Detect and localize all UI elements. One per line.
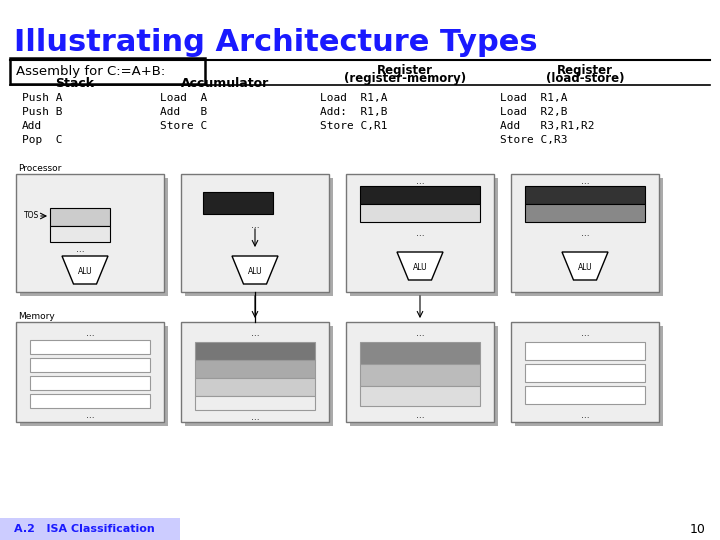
Text: ...: ... (86, 329, 94, 339)
Bar (195, 378, 315, 396)
Text: ...: ... (76, 245, 84, 253)
Text: Stack: Stack (55, 77, 94, 90)
Text: ...: ... (86, 410, 94, 420)
Text: TOS: TOS (24, 212, 40, 220)
Bar (360, 364, 480, 386)
Bar (195, 342, 315, 360)
Polygon shape (232, 256, 278, 284)
Text: ...: ... (581, 177, 589, 186)
Text: ...: ... (415, 329, 424, 339)
Bar (30, 340, 150, 354)
Bar (0, 518, 180, 540)
Bar (20, 178, 168, 296)
Bar (515, 178, 663, 296)
Bar (511, 174, 659, 292)
Bar (50, 226, 110, 242)
Bar (525, 204, 645, 222)
Text: Load  R2,B: Load R2,B (500, 107, 567, 117)
Text: ...: ... (581, 329, 589, 339)
Text: Add: Add (22, 121, 42, 131)
Bar (515, 326, 663, 426)
Text: Store C: Store C (160, 121, 207, 131)
Bar (195, 360, 315, 378)
Bar (346, 322, 494, 422)
Text: 10: 10 (690, 523, 706, 536)
Bar (30, 358, 150, 372)
Text: ...: ... (415, 410, 424, 420)
Text: Pop  C: Pop C (22, 135, 63, 145)
Bar (525, 342, 645, 360)
Bar (185, 178, 333, 296)
Text: ALU: ALU (248, 267, 262, 275)
Bar (511, 322, 659, 422)
Text: ...: ... (581, 410, 589, 420)
Text: (load-store): (load-store) (546, 72, 624, 85)
Polygon shape (397, 252, 443, 280)
Text: Register: Register (557, 64, 613, 77)
Bar (30, 376, 150, 390)
Bar (350, 326, 498, 426)
Text: ...: ... (415, 177, 424, 186)
Text: Store C,R1: Store C,R1 (320, 121, 387, 131)
Text: (register-memory): (register-memory) (344, 72, 466, 85)
Polygon shape (62, 256, 108, 284)
Bar (350, 178, 498, 296)
Bar (181, 174, 329, 292)
Bar (360, 342, 480, 364)
Text: Load  R1,A: Load R1,A (500, 93, 567, 103)
FancyBboxPatch shape (10, 58, 205, 84)
Bar (360, 204, 480, 222)
Text: Load  R1,A: Load R1,A (320, 93, 387, 103)
Bar (181, 322, 329, 422)
Text: Illustrating Architecture Types: Illustrating Architecture Types (14, 28, 538, 57)
Bar (16, 322, 164, 422)
Text: ...: ... (251, 329, 259, 339)
Bar (30, 394, 150, 408)
Text: Memory: Memory (18, 312, 55, 321)
Bar (360, 186, 480, 204)
Text: ...: ... (581, 230, 589, 239)
Bar (360, 386, 480, 406)
Text: ...: ... (415, 230, 424, 239)
Bar (525, 186, 645, 204)
Text: A.2   ISA Classification: A.2 ISA Classification (14, 524, 155, 534)
Text: Accumulator: Accumulator (181, 77, 269, 90)
Text: Processor: Processor (18, 164, 61, 173)
Text: Add:  R1,B: Add: R1,B (320, 107, 387, 117)
Text: Add   B: Add B (160, 107, 207, 117)
Text: ...: ... (251, 413, 259, 422)
Text: Store C,R3: Store C,R3 (500, 135, 567, 145)
Bar (525, 386, 645, 404)
Text: ALU: ALU (413, 262, 427, 272)
Bar (20, 326, 168, 426)
Bar (50, 208, 110, 226)
Bar (525, 364, 645, 382)
Text: Add   R3,R1,R2: Add R3,R1,R2 (500, 121, 595, 131)
Text: Assembly for C:=A+B:: Assembly for C:=A+B: (16, 64, 166, 78)
Text: Load  A: Load A (160, 93, 207, 103)
Text: Register: Register (377, 64, 433, 77)
Text: ALU: ALU (78, 267, 92, 275)
Bar (203, 192, 273, 214)
Text: ...: ... (251, 221, 259, 231)
Bar (195, 396, 315, 410)
Bar (16, 174, 164, 292)
Text: Push A: Push A (22, 93, 63, 103)
Bar (185, 326, 333, 426)
Text: Push B: Push B (22, 107, 63, 117)
Text: ALU: ALU (577, 262, 593, 272)
Bar (346, 174, 494, 292)
Polygon shape (562, 252, 608, 280)
